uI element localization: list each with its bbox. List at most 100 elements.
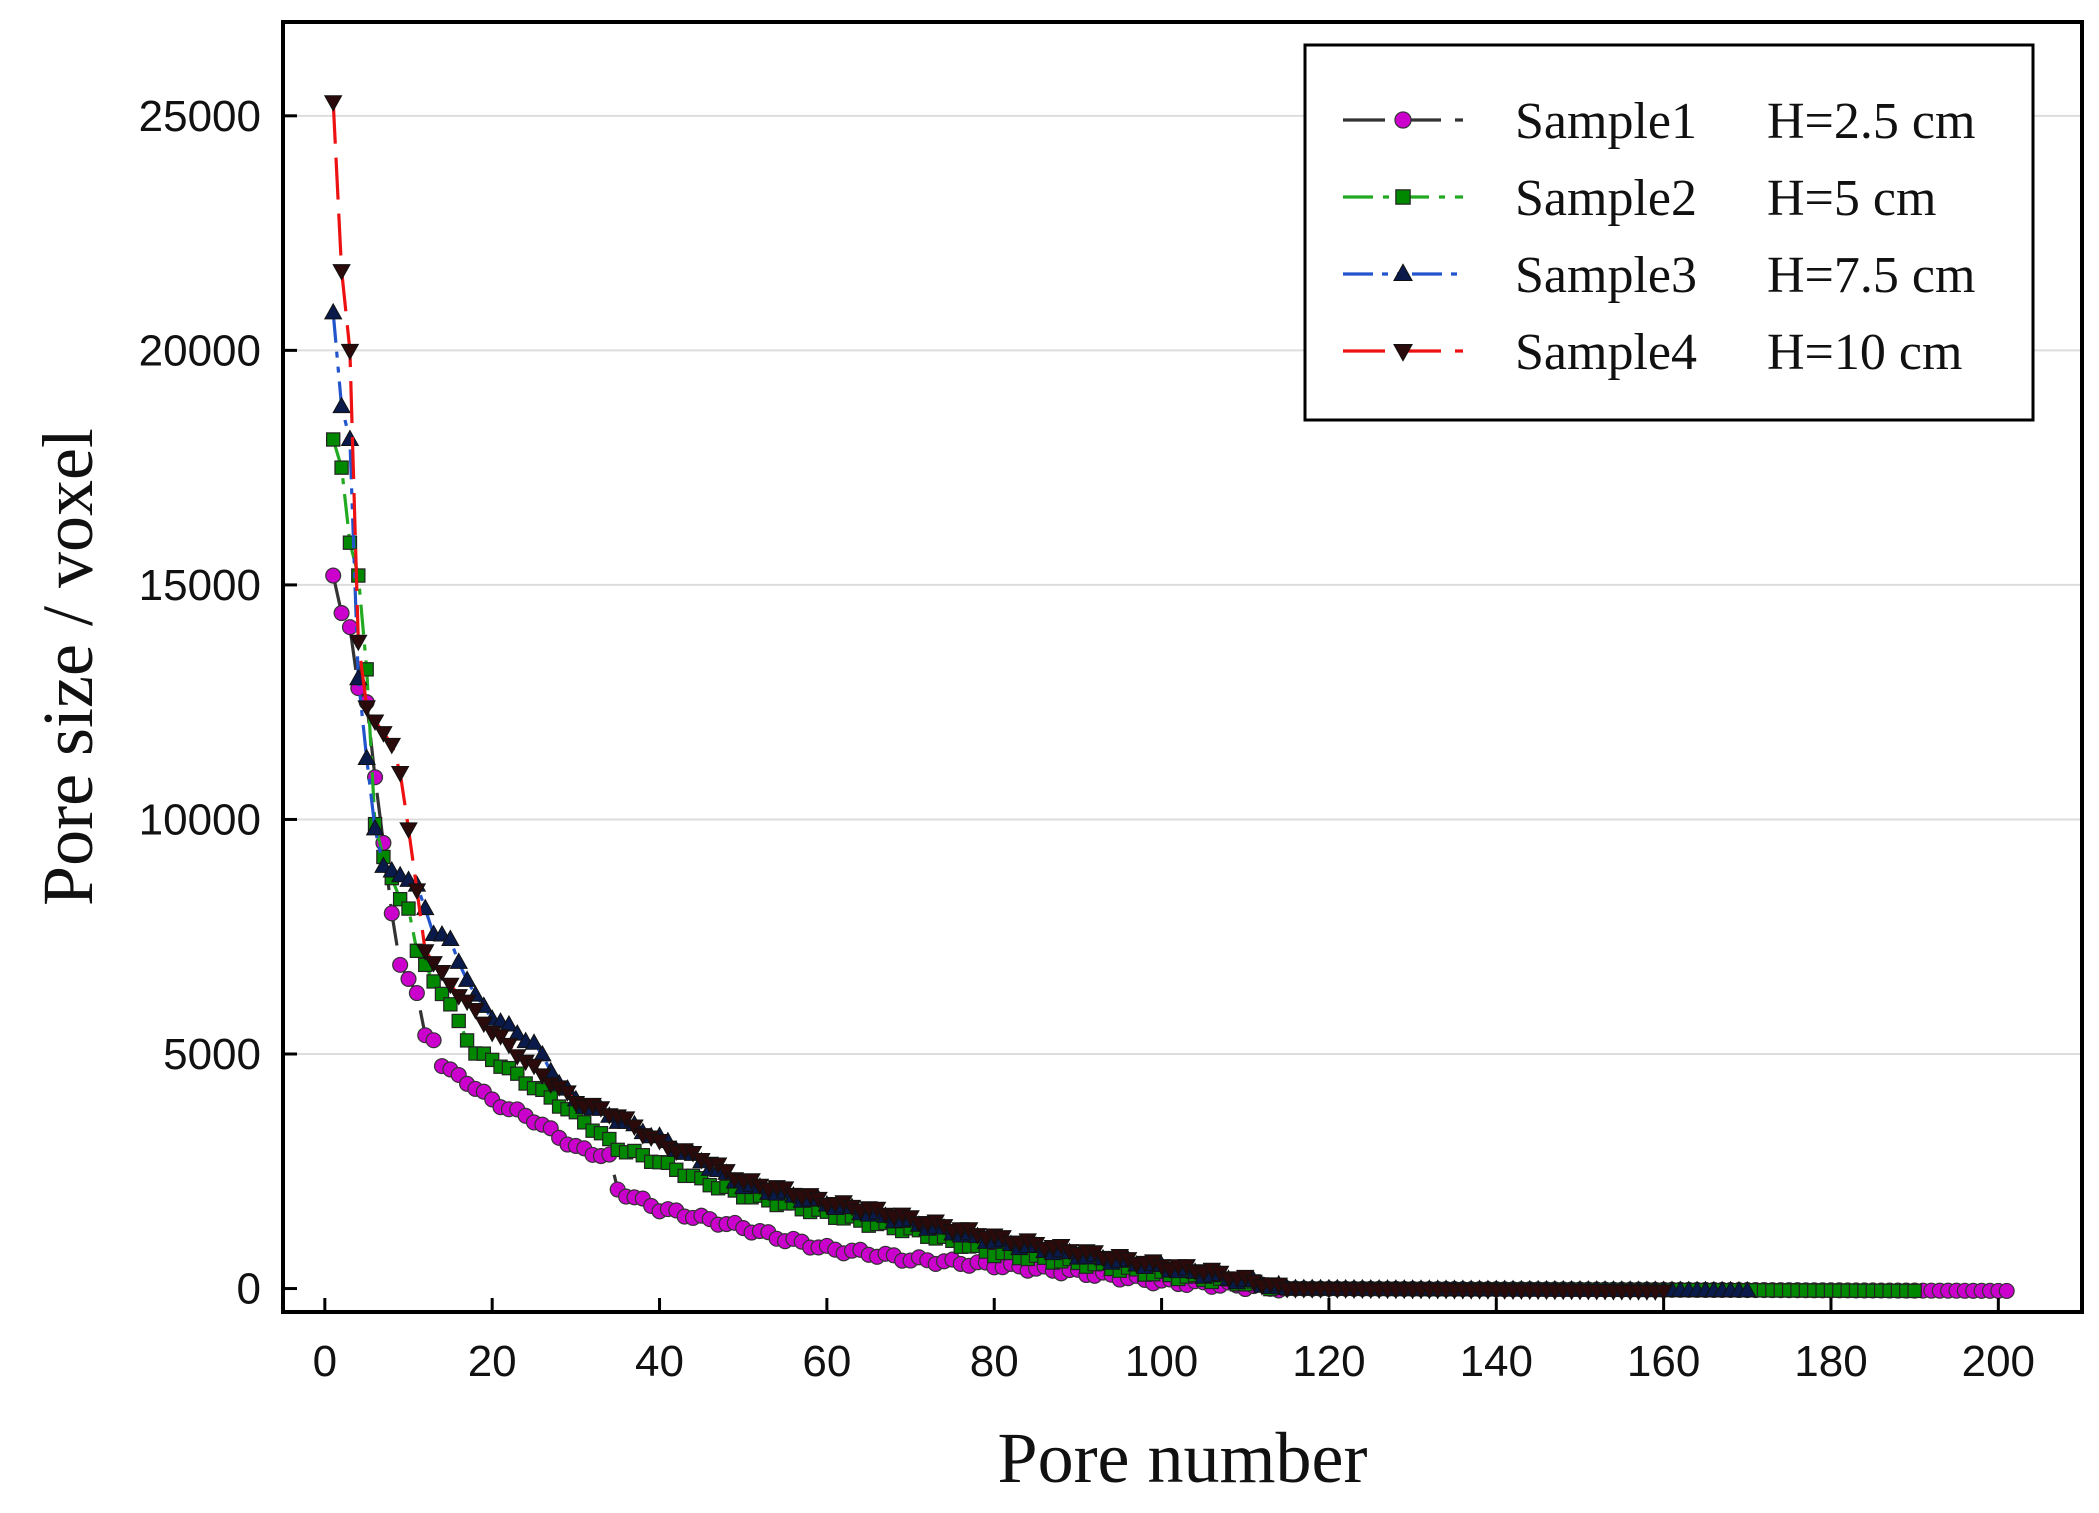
x-tick-label: 160 <box>1627 1337 1700 1386</box>
legend-marker <box>1394 111 1412 129</box>
data-point <box>399 822 418 839</box>
data-point <box>340 429 360 446</box>
y-tick-label: 10000 <box>139 795 261 844</box>
data-point <box>432 964 452 982</box>
data-point <box>625 1119 644 1137</box>
axis-ticks: 0 5000 10000 15000 20000 25000 0 20 40 60 80 100 120… <box>139 92 2035 1386</box>
data-point <box>508 1024 527 1041</box>
data-point <box>349 634 368 652</box>
x-tick-label: 0 <box>313 1337 337 1386</box>
data-point <box>426 974 441 989</box>
data-point <box>449 952 468 969</box>
data-point <box>616 1111 636 1128</box>
data-point <box>407 883 427 900</box>
data-point <box>1738 1280 1757 1298</box>
data-point <box>441 977 460 995</box>
legend-sample-name: Sample4 <box>1515 324 1697 381</box>
legend-item-sample2: Sample2 H=5 cm <box>1343 170 1936 227</box>
legend-sample-height: H=10 cm <box>1767 324 1962 381</box>
legend-box <box>1303 43 2035 422</box>
data-point <box>602 1131 617 1147</box>
data-point <box>334 460 349 475</box>
x-tick-label: 60 <box>802 1337 851 1386</box>
data-point <box>443 997 458 1012</box>
legend-marker <box>1393 263 1413 281</box>
data-point <box>457 994 477 1012</box>
legend-item-sample3: Sample3 H=7.5 cm <box>1343 247 1975 304</box>
data-point <box>491 1029 510 1046</box>
data-point <box>457 970 477 987</box>
y-tick-label: 15000 <box>139 561 261 610</box>
data-point <box>323 95 343 112</box>
data-point <box>1998 1282 2015 1299</box>
data-point <box>474 1016 494 1034</box>
legend-item-sample1: Sample1 H=2.5 cm <box>1343 93 1975 150</box>
data-point <box>357 700 376 717</box>
data-point <box>533 1044 552 1062</box>
legend-marker <box>1395 189 1411 205</box>
data-point <box>390 766 410 783</box>
data-point <box>340 343 360 361</box>
data-point <box>332 264 351 281</box>
legend-marker <box>1393 344 1413 362</box>
data-point <box>332 396 351 414</box>
x-axis-title: Pore number <box>998 1418 1368 1498</box>
data-point <box>415 944 435 961</box>
data-point <box>451 1013 466 1029</box>
y-tick-label: 5000 <box>163 1030 261 1079</box>
data-point <box>357 748 376 765</box>
series-sample4 <box>323 95 1673 1301</box>
data-point <box>441 929 460 946</box>
y-tick-label: 20000 <box>139 326 261 375</box>
y-axis-title: Pore size / voxel <box>28 428 108 906</box>
data-point <box>365 714 385 731</box>
legend-sample-height: H=2.5 cm <box>1767 93 1975 150</box>
data-point <box>326 432 341 447</box>
grid-lines <box>283 114 2082 1055</box>
data-point <box>374 726 393 743</box>
x-tick-label: 40 <box>635 1337 684 1386</box>
y-tick-label: 25000 <box>139 92 261 141</box>
data-point <box>424 956 443 973</box>
data-point <box>333 605 350 622</box>
x-tick-label: 80 <box>970 1337 1019 1386</box>
legend: Sample1 H=2.5 cm Sample2 H=5 cm Sample3 H=7.5… <box>1303 43 2035 422</box>
data-point <box>365 818 385 836</box>
legend-sample-name: Sample2 <box>1515 170 1697 227</box>
data-point <box>408 984 425 1002</box>
x-tick-label: 120 <box>1292 1337 1365 1386</box>
data-point <box>717 1164 736 1181</box>
data-point <box>558 1085 577 1102</box>
data-point <box>499 1014 519 1032</box>
legend-sample-height: H=7.5 cm <box>1767 247 1975 304</box>
data-point <box>499 1037 519 1055</box>
data-point <box>325 567 342 584</box>
data-point <box>401 901 416 916</box>
x-tick-label: 180 <box>1794 1337 1867 1386</box>
data-point <box>466 1002 485 1020</box>
x-tick-label: 20 <box>468 1337 517 1386</box>
data-point <box>383 905 400 922</box>
x-tick-label: 200 <box>1962 1337 2035 1386</box>
data-point <box>1654 1284 1673 1301</box>
series-layer <box>323 95 2015 1301</box>
legend-sample-height: H=5 cm <box>1767 170 1936 227</box>
data-point <box>1907 1283 1922 1299</box>
data-point <box>459 1033 475 1048</box>
data-point <box>425 1032 442 1049</box>
data-point <box>524 1058 544 1076</box>
x-tick-label: 140 <box>1460 1337 1533 1386</box>
data-point <box>533 1068 552 1085</box>
data-point <box>400 970 417 987</box>
data-point <box>382 737 402 755</box>
data-point <box>323 302 343 320</box>
legend-item-sample4: Sample4 H=10 cm <box>1343 324 1962 381</box>
data-point <box>524 1033 544 1050</box>
y-tick-label: 0 <box>237 1265 261 1314</box>
x-tick-label: 100 <box>1125 1337 1198 1386</box>
data-point <box>392 956 409 973</box>
legend-sample-name: Sample1 <box>1515 93 1697 150</box>
plot-frame <box>281 20 2084 1314</box>
legend-sample-name: Sample3 <box>1515 247 1697 304</box>
